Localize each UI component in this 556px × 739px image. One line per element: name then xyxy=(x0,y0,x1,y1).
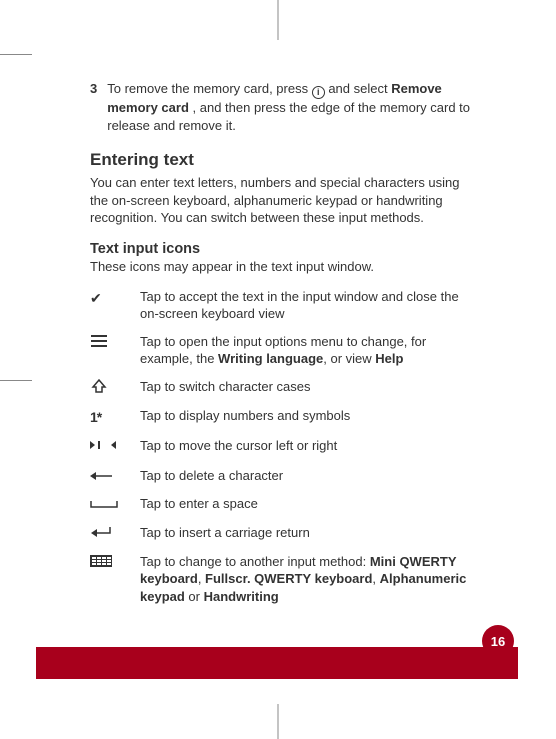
step-text: To remove the memory card, press i and s… xyxy=(107,80,476,134)
icon-table: Tap to accept the text in the input wind… xyxy=(90,288,476,605)
backspace-icon xyxy=(90,467,140,486)
desc-accept: Tap to accept the text in the input wind… xyxy=(140,288,476,323)
return-icon xyxy=(90,524,140,543)
shift-icon xyxy=(90,378,140,398)
crop-mark-left-1 xyxy=(0,54,32,55)
step-text-b: and select xyxy=(328,81,391,96)
desc-space: Tap to enter a space xyxy=(140,495,476,514)
desc-numsym: Tap to display numbers and symbols xyxy=(140,407,476,427)
table-row: Tap to insert a carriage return xyxy=(90,524,476,543)
cursor-arrows-icon xyxy=(90,437,140,457)
menu-icon xyxy=(90,333,140,368)
crop-mark-bottom xyxy=(278,704,279,739)
page-content: 3 To remove the memory card, press i and… xyxy=(90,80,476,615)
t: , or view xyxy=(323,351,375,366)
space-icon xyxy=(90,495,140,514)
fullscr-qwerty-label: Fullscr. QWERTY keyboard xyxy=(205,571,372,586)
t: , xyxy=(372,571,379,586)
heading-entering-text: Entering text xyxy=(90,150,476,170)
t: or xyxy=(185,589,204,604)
footer-bar xyxy=(36,647,518,679)
desc-input-method: Tap to change to another input method: M… xyxy=(140,553,476,606)
desc-options: Tap to open the input options menu to ch… xyxy=(140,333,476,368)
desc-case: Tap to switch character cases xyxy=(140,378,476,398)
table-row: Tap to open the input options menu to ch… xyxy=(90,333,476,368)
table-row: 1* Tap to display numbers and symbols xyxy=(90,407,476,427)
handwriting-label: Handwriting xyxy=(204,589,279,604)
info-icon: i xyxy=(312,86,325,99)
step-text-a: To remove the memory card, press xyxy=(107,81,311,96)
table-row: Tap to delete a character xyxy=(90,467,476,486)
icons-subtitle: These icons may appear in the text input… xyxy=(90,259,476,274)
keyboard-icon xyxy=(90,553,140,606)
heading-text-input-icons: Text input icons xyxy=(90,241,476,257)
desc-cursor: Tap to move the cursor left or right xyxy=(140,437,476,457)
table-row: Tap to enter a space xyxy=(90,495,476,514)
desc-return: Tap to insert a carriage return xyxy=(140,524,476,543)
crop-mark-left-2 xyxy=(0,380,32,381)
desc-delete: Tap to delete a character xyxy=(140,467,476,486)
t: Tap to change to another input method: xyxy=(140,554,370,569)
table-row: Tap to move the cursor left or right xyxy=(90,437,476,457)
checkmark-icon xyxy=(90,288,140,323)
help-label: Help xyxy=(375,351,403,366)
step-number: 3 xyxy=(90,80,97,134)
table-row: Tap to change to another input method: M… xyxy=(90,553,476,606)
numbers-symbols-icon: 1* xyxy=(90,407,140,427)
writing-language-label: Writing language xyxy=(218,351,323,366)
crop-mark-top xyxy=(278,0,279,40)
table-row: Tap to switch character cases xyxy=(90,378,476,398)
step-3: 3 To remove the memory card, press i and… xyxy=(90,80,476,134)
t: , xyxy=(198,571,205,586)
entering-text-intro: You can enter text letters, numbers and … xyxy=(90,174,476,227)
table-row: Tap to accept the text in the input wind… xyxy=(90,288,476,323)
